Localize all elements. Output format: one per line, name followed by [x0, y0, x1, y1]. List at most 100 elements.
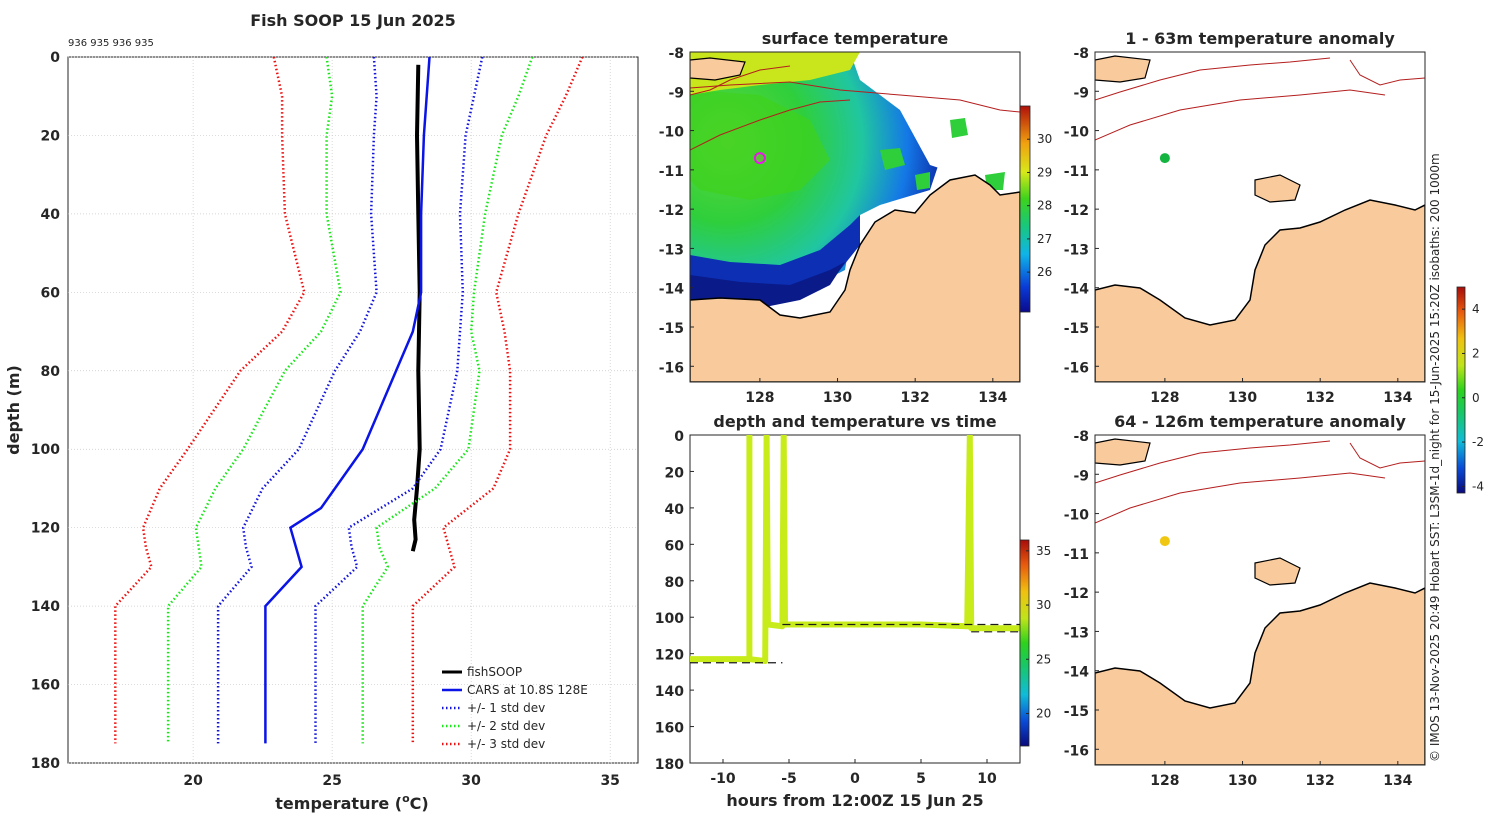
anomaly-colorbar-tick-label: 2 — [1472, 346, 1480, 360]
depth-track — [690, 435, 1020, 664]
surface-map-ytick-label: -13 — [659, 242, 684, 258]
profile-ytick-label: 60 — [41, 285, 61, 301]
anomaly-shallow-ytick-label: -16 — [1064, 360, 1089, 376]
profile-ytick-label: 0 — [50, 50, 60, 66]
surface-map-xtick-label: 132 — [901, 390, 930, 406]
profile-xtick-label: 30 — [461, 773, 481, 789]
anomaly-deep-ytick-label: -10 — [1064, 508, 1090, 524]
track-colorbar-tick-label: 35 — [1036, 544, 1051, 558]
profile-subtitle: 936 935 936 935 — [68, 38, 154, 49]
anomaly-deep-ticks: 128 130 132 134 -8 -9 -10 -11 -12 -13 -14 -15 -16 — [1064, 429, 1413, 789]
anomaly-deep-ytick-label: -14 — [1064, 665, 1090, 681]
anomaly-colorbar-ticks: -4 -2 0 2 4 — [1462, 302, 1484, 493]
anomaly-colorbar-tick-label: 0 — [1472, 391, 1480, 405]
track-colorbar-tick-label: 20 — [1036, 706, 1051, 720]
depth-time-title: depth and temperature vs time — [713, 412, 996, 431]
profile-ytick-label: 140 — [31, 599, 60, 615]
profile-title: Fish SOOP 15 Jun 2025 — [250, 11, 456, 30]
sst-isobath-north — [690, 65, 791, 96]
surface-map-ytick-label: -12 — [659, 203, 684, 219]
anomaly-deep-island — [1254, 557, 1301, 586]
surface-colorbar-tick-label: 26 — [1037, 265, 1052, 279]
anomaly-deep-ytick-label: -15 — [1064, 704, 1089, 720]
profile-legend: fishSOOP CARS at 10.8S 128E +/- 1 std dev +… — [442, 665, 588, 751]
sst-isobath-1000 — [690, 99, 851, 151]
anomaly-deep-field — [1095, 435, 1425, 765]
anomaly-shallow-ytick-label: -14 — [1064, 282, 1090, 298]
anomaly-deep-ytick-label: -8 — [1073, 429, 1089, 445]
anomaly-deep-xtick-label: 134 — [1383, 773, 1412, 789]
profile-xtick-label: 35 — [600, 773, 619, 789]
anomaly-shallow-ytick-label: -15 — [1064, 321, 1089, 337]
profile-ytick-label: 80 — [41, 364, 61, 380]
anomaly-deep-ytick-label: -16 — [1064, 743, 1089, 759]
credit-line: © IMOS 13-Nov-2025 20:49 Hobart SST: L3S… — [1428, 153, 1442, 762]
profile-ytick-label: 120 — [31, 521, 60, 537]
surface-map-title: surface temperature — [762, 29, 949, 48]
surface-colorbar-ticks: 26 27 28 29 30 — [1027, 132, 1052, 279]
anomaly-deep-title: 64 - 126m temperature anomaly — [1114, 412, 1406, 431]
sst-north-land — [690, 57, 746, 81]
anomaly-colorbar-tick-label: 4 — [1472, 302, 1480, 316]
surface-colorbar-tick-label: 29 — [1037, 165, 1052, 179]
sst-deep-blue — [690, 262, 845, 308]
sst-scattered-patches — [880, 118, 1005, 190]
anomaly-deep-ytick-label: -12 — [1064, 586, 1089, 602]
profile-series-line — [166, 57, 342, 744]
depth-time-ytick-label: 160 — [655, 721, 684, 737]
profile-series-line — [410, 64, 422, 552]
surface-map-ytick-label: -10 — [659, 125, 685, 141]
profile-ytick-label: 40 — [41, 207, 61, 223]
profile-grid — [68, 56, 638, 764]
anomaly-shallow-title: 1 - 63m temperature anomaly — [1125, 29, 1395, 48]
sst-green-plume — [690, 90, 830, 200]
surface-colorbar-tick-label: 27 — [1037, 232, 1052, 246]
track-colorbar-tick-label: 30 — [1036, 598, 1051, 612]
surface-map-ytick-label: -14 — [659, 282, 685, 298]
surface-map-xtick-label: 130 — [823, 390, 852, 406]
profile-panel: Fish SOOP 15 Jun 2025 936 935 936 935 20… — [4, 11, 639, 813]
surface-colorbar — [1019, 105, 1031, 313]
legend-label: fishSOOP — [467, 665, 522, 679]
anomaly-shallow-field — [1095, 52, 1425, 382]
profile-series-line — [114, 57, 306, 744]
anomaly-shallow-isobath-ne — [1349, 59, 1425, 86]
anomaly-deep-isobath-200 — [1095, 472, 1386, 524]
depth-time-ytick-label: 60 — [665, 538, 685, 554]
profile-series-line — [216, 57, 378, 744]
surface-map-xtick-label: 134 — [978, 390, 1007, 406]
surface-map-field — [690, 52, 1020, 382]
surface-map-panel: surface temperature 128 130 132 134 -8 -9 -10 -… — [659, 29, 1053, 406]
surface-colorbar-tick-label: 28 — [1037, 199, 1052, 213]
profile-location-marker — [753, 152, 766, 165]
legend-label: +/- 2 std dev — [467, 719, 545, 733]
depth-time-ytick-label: 100 — [655, 611, 684, 627]
anomaly-deep-isobath-ne — [1349, 442, 1425, 469]
depth-time-xtick-label: -10 — [710, 771, 736, 787]
profile-xtick-label: 25 — [322, 773, 341, 789]
depth-time-ytick-label: 180 — [655, 757, 684, 773]
anomaly-deep-north-land — [1095, 438, 1151, 466]
legend-label: CARS at 10.8S 128E — [467, 683, 588, 697]
depth-time-xtick-label: 5 — [916, 771, 926, 787]
profile-ytick-label: 100 — [31, 442, 60, 458]
legend-label: +/- 1 std dev — [467, 701, 545, 715]
anomaly-shallow-ytick-label: -13 — [1064, 242, 1089, 258]
anomaly-deep-xtick-label: 130 — [1228, 773, 1257, 789]
profile-xtick-label: 20 — [183, 773, 203, 789]
profile-ticks: 20 25 30 35 0 20 40 60 80 100 120 140 160 180 — [31, 50, 620, 789]
anomaly-shallow-north-land — [1095, 55, 1151, 83]
depth-time-ytick-label: 80 — [665, 575, 685, 591]
legend-label: +/- 3 std dev — [467, 737, 545, 751]
profile-ytick-label: 160 — [31, 678, 60, 694]
surface-colorbar-tick-label: 30 — [1037, 132, 1052, 146]
surface-map-ytick-label: -8 — [668, 46, 684, 62]
surface-map-ticks: 128 130 132 134 -8 -9 -10 -11 -12 -13 -14 -15 -16 — [659, 46, 1008, 406]
anomaly-shallow-land — [1095, 199, 1425, 382]
profile-xlabel: temperature (oC) — [275, 792, 428, 813]
anomaly-colorbar — [1456, 286, 1466, 494]
anomaly-shallow-isobath-1000 — [1095, 57, 1331, 101]
depth-time-ytick-label: 20 — [665, 465, 685, 481]
